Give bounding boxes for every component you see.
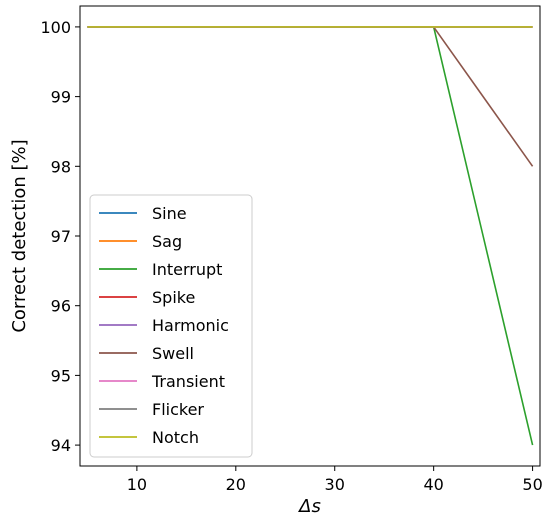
x-tick-label: 40 [423, 475, 443, 494]
x-tick-label: 20 [226, 475, 246, 494]
series-line-swell [87, 26, 534, 167]
y-tick-label: 99 [51, 88, 71, 107]
series-lines [87, 26, 534, 446]
legend-label: Notch [152, 428, 199, 447]
axis-ticks: 10 20 30 40 50 94 95 96 97 98 99 100 [40, 18, 542, 494]
legend-label: Interrupt [152, 260, 222, 279]
x-axis-label: Δs [297, 496, 321, 517]
y-tick-label: 100 [40, 18, 71, 37]
x-tick-label: 50 [522, 475, 542, 494]
y-tick-label: 95 [51, 366, 71, 385]
legend-label: Sag [152, 232, 182, 251]
legend-label: Transient [151, 372, 225, 391]
y-tick-label: 97 [51, 227, 71, 246]
y-tick-label: 94 [51, 436, 71, 455]
legend-box [89, 194, 253, 458]
plot-frame [79, 5, 541, 467]
legend-label: Flicker [152, 400, 204, 419]
legend-label: Spike [152, 288, 195, 307]
legend-label: Harmonic [152, 316, 229, 335]
legend: Sine Sag Interrupt Spike Harmonic Swell Transi… [89, 194, 253, 458]
x-tick-label: 30 [325, 475, 345, 494]
y-tick-label: 98 [51, 157, 71, 176]
y-axis-label: Correct detection [%] [9, 139, 30, 332]
legend-label: Swell [152, 344, 194, 363]
legend-label: Sine [152, 204, 187, 223]
y-tick-label: 96 [51, 297, 71, 316]
x-tick-label: 10 [127, 475, 147, 494]
